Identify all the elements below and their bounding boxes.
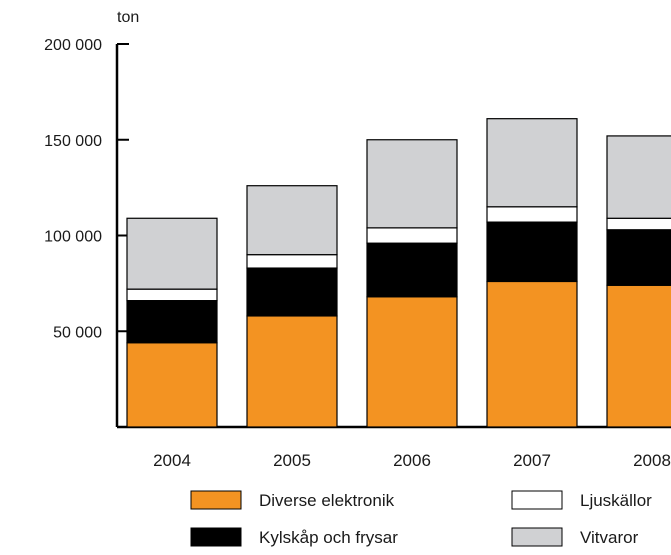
bar-segment: [486, 280, 578, 428]
bar-segment: [606, 284, 671, 428]
bar-segment: [126, 300, 218, 344]
legend-swatch: [511, 490, 563, 510]
x-tick-label: 2005: [273, 451, 311, 470]
bar-segment: [246, 185, 338, 256]
legend-label: Vitvaror: [580, 528, 639, 547]
x-tick-label: 2004: [153, 451, 191, 470]
bar-segment: [366, 139, 458, 229]
x-tick-label: 2007: [513, 451, 551, 470]
bar-segment: [126, 288, 218, 302]
y-tick-label: 100 000: [44, 229, 102, 246]
bar-segment: [126, 342, 218, 428]
legend: Diverse elektronik Kylskåp och frysar Ljus…: [190, 490, 652, 547]
legend-swatch: [190, 490, 242, 510]
y-tick-label: 50 000: [53, 324, 102, 341]
legend-swatch: [511, 527, 563, 547]
bar-segment: [606, 229, 671, 286]
bar-segment: [486, 118, 578, 208]
bar-segment: [126, 217, 218, 290]
x-tick-label: 2006: [393, 451, 431, 470]
bar-segment: [246, 315, 338, 428]
y-tick-label: 150 000: [44, 133, 102, 150]
y-unit-label: ton: [117, 9, 139, 26]
bar-segment: [606, 135, 671, 219]
x-tick-label: 2008: [633, 451, 671, 470]
bar-segment: [366, 227, 458, 244]
labels: ton 50 000 100 000 150 000 200 000 2004 2005 20…: [44, 9, 671, 470]
bar-segment: [246, 267, 338, 317]
legend-label: Ljuskällor: [580, 491, 652, 510]
bar-segment: [606, 217, 671, 231]
legend-label: Kylskåp och frysar: [259, 528, 398, 547]
bar-segment: [366, 242, 458, 298]
bar-segment: [486, 221, 578, 283]
bars: [126, 118, 671, 428]
bar-segment: [246, 254, 338, 269]
bar-segment: [366, 296, 458, 428]
legend-label: Diverse elektronik: [259, 491, 395, 510]
y-tick-label: 200 000: [44, 37, 102, 54]
legend-swatch: [190, 527, 242, 547]
bar-segment: [486, 206, 578, 223]
